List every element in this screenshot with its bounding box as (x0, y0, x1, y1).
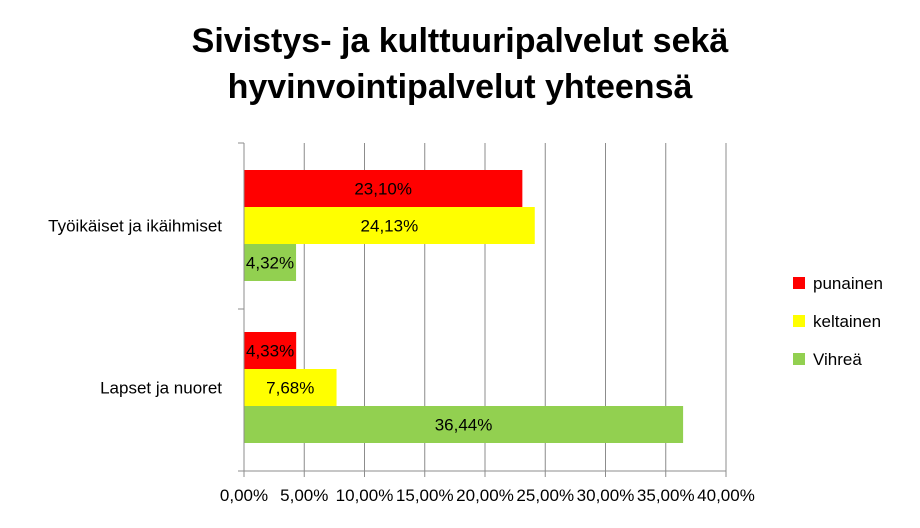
legend-label-2: Vihreä (813, 350, 862, 369)
legend-swatch-0 (793, 277, 805, 289)
chart-title-line-2: hyvinvointipalvelut yhteensä (227, 68, 693, 106)
legend-swatch-2 (793, 353, 805, 365)
axes (238, 142, 727, 477)
data-label-1-0: 23,10% (354, 180, 412, 199)
data-label-0-0: 4,33% (246, 342, 294, 361)
bar-lapset-0 (244, 332, 297, 369)
x-tick-label-3: 15,00% (396, 486, 454, 505)
data-label-1-1: 24,13% (361, 217, 419, 236)
bars (244, 170, 684, 443)
x-tick-label-0: 0,00% (220, 486, 268, 505)
x-tick-label-5: 25,00% (516, 486, 574, 505)
data-label-1-2: 4,32% (246, 254, 294, 273)
data-label-0-2: 36,44% (435, 416, 493, 435)
x-tick-label-8: 40,00% (697, 486, 755, 505)
data-label-0-1: 7,68% (266, 379, 314, 398)
x-tick-label-7: 35,00% (637, 486, 695, 505)
x-tick-label-4: 20,00% (456, 486, 514, 505)
legend-label-1: keltainen (813, 312, 881, 331)
category-label-1: Työikäiset ja ikäihmiset (48, 217, 222, 236)
bar-lapset-2 (244, 406, 684, 443)
bar-tyoikaiset-1 (244, 207, 535, 244)
chart-title: Sivistys- ja kulttuuripalvelut sekä hyvi… (0, 18, 920, 110)
category-label-0: Lapset ja nuoret (100, 379, 222, 398)
bar-tyoikaiset-0 (244, 170, 523, 207)
x-tick-label-1: 5,00% (280, 486, 328, 505)
legend-swatch-1 (793, 315, 805, 327)
legend-label-0: punainen (813, 274, 883, 293)
x-tick-label-2: 10,00% (336, 486, 394, 505)
legend: punainen keltainen Vihreä (793, 274, 883, 369)
bar-tyoikaiset-2 (244, 244, 297, 281)
chart-title-line-1: Sivistys- ja kulttuuripalvelut sekä (191, 22, 729, 60)
bar-lapset-1 (244, 369, 337, 406)
labels: 4,33% 7,68% 36,44% Lapset ja nuoret 23,10% 24… (48, 180, 755, 506)
x-tick-label-6: 30,00% (577, 486, 635, 505)
